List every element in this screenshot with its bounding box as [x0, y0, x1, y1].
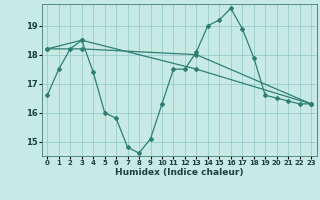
X-axis label: Humidex (Indice chaleur): Humidex (Indice chaleur) [115, 168, 244, 177]
